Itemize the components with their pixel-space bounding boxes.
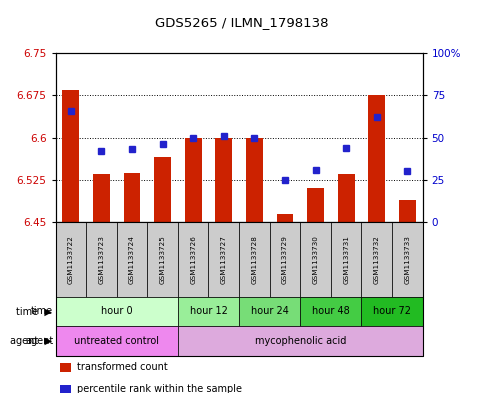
Text: mycophenolic acid: mycophenolic acid <box>255 336 346 346</box>
Bar <box>246 138 263 222</box>
Text: GSM1133728: GSM1133728 <box>251 235 257 284</box>
Bar <box>369 95 385 222</box>
Bar <box>185 138 201 222</box>
Text: agent: agent <box>25 336 53 346</box>
Bar <box>399 200 416 222</box>
Bar <box>124 173 141 222</box>
Text: hour 24: hour 24 <box>251 307 289 316</box>
Bar <box>62 90 79 222</box>
Text: hour 48: hour 48 <box>312 307 350 316</box>
Text: GSM1133731: GSM1133731 <box>343 235 349 284</box>
Text: GSM1133727: GSM1133727 <box>221 235 227 284</box>
Text: GSM1133733: GSM1133733 <box>404 235 411 284</box>
Text: untreated control: untreated control <box>74 336 159 346</box>
Text: GSM1133723: GSM1133723 <box>99 235 104 284</box>
Text: GSM1133726: GSM1133726 <box>190 235 196 284</box>
Text: GSM1133732: GSM1133732 <box>374 235 380 284</box>
Text: GDS5265 / ILMN_1798138: GDS5265 / ILMN_1798138 <box>155 16 328 29</box>
Text: percentile rank within the sample: percentile rank within the sample <box>77 384 242 393</box>
Text: GSM1133730: GSM1133730 <box>313 235 319 284</box>
Bar <box>154 157 171 222</box>
Bar <box>215 138 232 222</box>
Text: hour 72: hour 72 <box>373 307 411 316</box>
Text: GSM1133729: GSM1133729 <box>282 235 288 284</box>
Text: hour 0: hour 0 <box>101 307 132 316</box>
Text: GSM1133722: GSM1133722 <box>68 235 74 284</box>
Text: GSM1133724: GSM1133724 <box>129 235 135 284</box>
Bar <box>307 188 324 222</box>
Bar <box>338 174 355 222</box>
Bar <box>93 174 110 222</box>
Text: time  ▶: time ▶ <box>16 307 52 316</box>
Text: hour 12: hour 12 <box>189 307 227 316</box>
Text: GSM1133725: GSM1133725 <box>159 235 166 284</box>
Bar <box>277 214 293 222</box>
Text: agent  ▶: agent ▶ <box>10 336 52 346</box>
Text: transformed count: transformed count <box>77 362 168 373</box>
Text: time: time <box>31 307 53 316</box>
